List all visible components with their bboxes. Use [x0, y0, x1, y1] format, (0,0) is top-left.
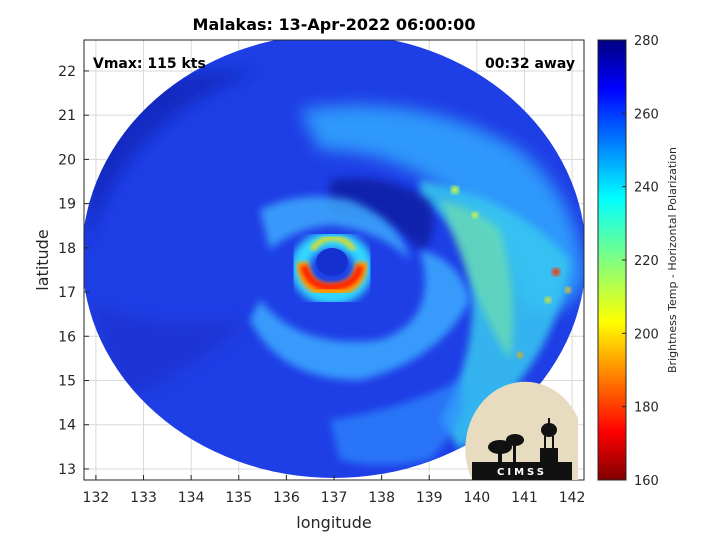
x-tick-label: 139 — [416, 490, 443, 506]
chart-title: Malakas: 13-Apr-2022 06:00:00 — [193, 15, 476, 34]
y-tick-label: 15 — [58, 374, 76, 390]
colorbar-tick-label: 160 — [634, 474, 659, 489]
water-tower-icon — [540, 418, 558, 462]
colorbar-tick-label: 200 — [634, 327, 659, 342]
x-axis-label: longitude — [296, 513, 371, 532]
x-tick-label: 135 — [225, 490, 252, 506]
colorbar-tick-label: 260 — [634, 107, 659, 122]
vmax-annotation: Vmax: 115 kts — [93, 56, 206, 72]
colorbar-tick-label: 180 — [634, 401, 659, 416]
y-axis-label: latitude — [33, 229, 52, 290]
x-tick-label: 134 — [178, 490, 205, 506]
y-tick-label: 22 — [58, 64, 76, 80]
x-tick-label: 138 — [368, 490, 395, 506]
x-axis-ticks: 132 133 134 135 136 137 138 139 140 141 142 — [83, 475, 586, 506]
colorbar-gradient — [597, 39, 627, 481]
y-tick-label: 13 — [58, 462, 76, 478]
colorbar: 160 180 200 220 240 260 280 Brightness Temp - … — [597, 34, 679, 489]
colorbar-label: Brightness Temp - Horizontal Polarizatio… — [666, 147, 679, 373]
x-tick-label: 136 — [273, 490, 300, 506]
satellite-dish-icon — [488, 434, 524, 462]
x-tick-label: 137 — [321, 490, 348, 506]
cimss-logo: CIMSS — [465, 381, 578, 480]
y-tick-label: 16 — [58, 329, 76, 345]
time-offset-annotation: 00:32 away — [485, 56, 575, 72]
y-tick-label: 17 — [58, 285, 76, 301]
colorbar-tick-label: 240 — [634, 181, 659, 196]
y-tick-label: 20 — [58, 152, 76, 168]
logo-text: CIMSS — [497, 467, 547, 478]
x-tick-label: 140 — [463, 490, 490, 506]
y-tick-label: 14 — [58, 418, 76, 434]
x-tick-label: 141 — [511, 490, 538, 506]
x-tick-label: 133 — [130, 490, 157, 506]
colorbar-tick-label: 280 — [634, 34, 659, 49]
y-tick-label: 21 — [58, 108, 76, 124]
plot-area — [83, 39, 585, 481]
x-tick-label: 142 — [559, 490, 586, 506]
y-tick-label: 19 — [58, 197, 76, 213]
x-tick-label: 132 — [83, 490, 110, 506]
colorbar-ticks: 160 180 200 220 240 260 280 — [622, 34, 659, 489]
colorbar-tick-label: 220 — [634, 254, 659, 269]
y-tick-label: 18 — [58, 241, 76, 257]
y-axis-ticks: 13 14 15 16 17 18 19 20 21 22 — [58, 64, 89, 478]
